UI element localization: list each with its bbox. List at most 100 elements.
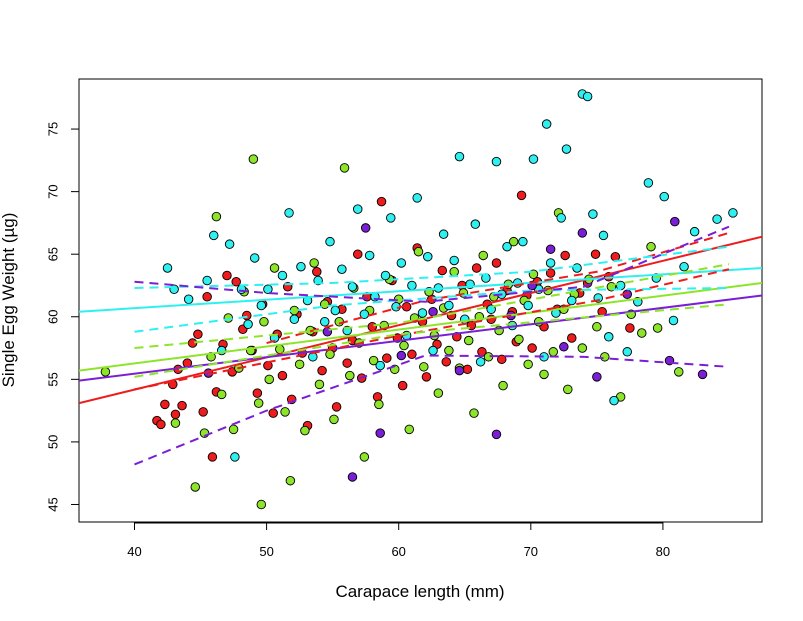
scatter-point-red xyxy=(421,372,432,382)
scatter-point-cyan xyxy=(561,144,572,154)
scatter-point-green xyxy=(253,398,264,408)
scatter-point-green xyxy=(190,482,201,492)
y-tick-label: 75 xyxy=(46,122,61,136)
scatter-point-cyan xyxy=(668,315,679,326)
scatter-point-red xyxy=(496,354,507,365)
fit-lines-layer xyxy=(79,225,762,466)
x-tick-label: 60 xyxy=(391,544,405,559)
scatter-point-green xyxy=(637,328,647,338)
fit-line-purple xyxy=(79,294,762,382)
scatter-point-cyan xyxy=(386,213,396,223)
scatter-point-cyan xyxy=(375,360,385,371)
scatter-point-cyan xyxy=(417,308,428,318)
scatter-point-green xyxy=(259,317,269,327)
scatter-point-red xyxy=(170,409,181,420)
scatter-point-green xyxy=(399,340,409,351)
scatter-point-green xyxy=(325,349,335,360)
scatter-point-cyan xyxy=(407,280,417,291)
scatter-point-cyan xyxy=(337,264,347,274)
scatter-point-green xyxy=(433,388,444,398)
scatter-point-cyan xyxy=(224,239,235,249)
scatter-point-red xyxy=(527,343,537,353)
y-tick-label: 55 xyxy=(46,372,61,386)
scatter-point-cyan xyxy=(449,255,459,266)
confidence-band-green xyxy=(134,303,730,378)
confidence-band-red xyxy=(266,231,730,345)
scatter-point-red xyxy=(397,380,408,391)
scatter-point-green xyxy=(211,211,222,222)
scatter-point-cyan xyxy=(689,226,700,237)
scatter-point-cyan xyxy=(183,294,194,304)
y-axis-title: Single Egg Weight (µg) xyxy=(0,213,18,388)
scatter-point-red xyxy=(252,388,263,398)
scatter-point-red xyxy=(491,258,502,268)
scatter-point-cyan xyxy=(277,270,288,281)
scatter-point-cyan xyxy=(230,452,240,462)
scatter-point-green xyxy=(319,299,330,310)
scatter-point-cyan xyxy=(438,229,449,239)
scatter-point-cyan xyxy=(604,332,614,342)
scatter-point-cyan xyxy=(209,230,219,241)
scatter-point-green xyxy=(539,369,549,380)
scatter-point-green xyxy=(359,452,370,462)
scatter-point-green xyxy=(294,359,305,370)
scatter-point-green xyxy=(285,475,296,486)
scatter-point-green xyxy=(563,384,573,395)
scatter-point-cyan xyxy=(502,241,512,252)
scatter-point-cyan xyxy=(491,156,502,167)
scatter-point-red xyxy=(545,268,556,278)
scatter-point-green xyxy=(339,163,350,173)
scatter-point-cyan xyxy=(296,261,306,272)
scatter-point-green xyxy=(269,263,280,273)
scatter-point-green xyxy=(404,424,415,435)
scatter-point-red xyxy=(471,263,482,273)
scatter-point-cyan xyxy=(523,300,533,311)
scatter-point-green xyxy=(674,367,684,377)
scatter-point-purple xyxy=(697,369,708,380)
scatter-point-red xyxy=(277,370,288,381)
scatter-point-green xyxy=(329,414,339,425)
scatter-point-red xyxy=(560,250,570,261)
scatter-point-cyan xyxy=(444,300,454,311)
scatter-point-red xyxy=(407,349,417,360)
scatter-point-green xyxy=(508,236,519,247)
scatter-point-green xyxy=(248,154,259,164)
scatter-point-cyan xyxy=(518,236,528,247)
scatter-point-green xyxy=(444,345,454,356)
scatter-point-red xyxy=(222,270,232,281)
scatter-point-cyan xyxy=(454,151,465,162)
scatter-point-cyan xyxy=(609,395,619,406)
scatter-point-red xyxy=(156,419,166,430)
scatter-point-red xyxy=(177,400,187,411)
scatter-point-cyan xyxy=(659,191,669,202)
scatter-point-green xyxy=(600,352,610,362)
scatter-point-red xyxy=(312,266,322,277)
scatter-point-green xyxy=(374,399,384,410)
scatter-point-green xyxy=(646,241,656,252)
scatter-point-cyan xyxy=(622,347,632,357)
scatter-point-cyan xyxy=(162,263,173,273)
scatter-point-red xyxy=(268,408,278,418)
scatter-point-red xyxy=(462,364,473,375)
scatter-point-cyan xyxy=(528,154,539,164)
x-axis-title: Carapace length (mm) xyxy=(335,582,504,601)
scatter-point-green xyxy=(314,379,325,390)
scatter-point-cyan xyxy=(582,91,593,102)
y-tick-label: 45 xyxy=(46,497,61,511)
y-tick-label: 70 xyxy=(46,184,61,198)
fit-line-green xyxy=(79,281,762,372)
scatter-point-cyan xyxy=(679,261,689,272)
scatter-point-green xyxy=(345,370,355,381)
scatter-point-red xyxy=(441,357,452,367)
scatter-point-purple xyxy=(670,216,680,227)
scatter-point-cyan xyxy=(256,300,267,311)
scatter-point-red xyxy=(567,333,577,343)
scatter-point-red xyxy=(331,402,342,412)
scatter-point-green xyxy=(309,258,319,268)
scatter-point-green xyxy=(228,424,239,435)
scatter-point-green xyxy=(498,380,508,391)
scatter-point-red xyxy=(317,365,327,376)
scatter-point-green xyxy=(592,322,602,332)
scatter-point-cyan xyxy=(712,214,722,224)
